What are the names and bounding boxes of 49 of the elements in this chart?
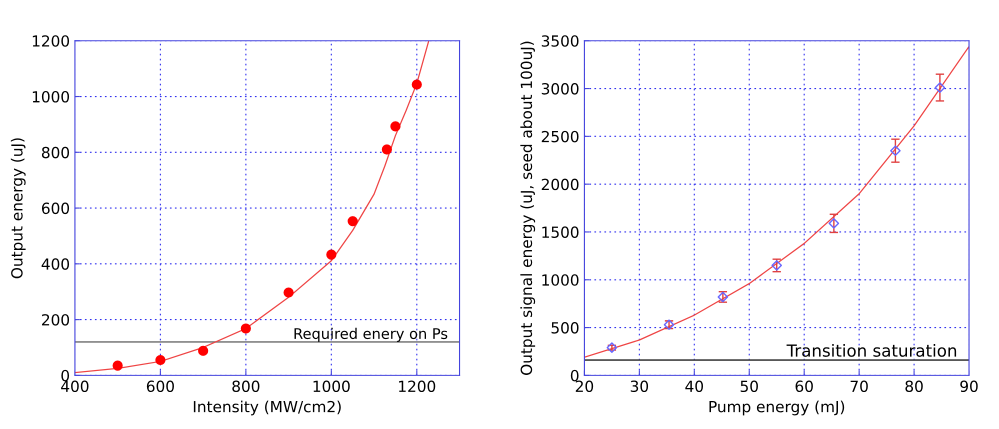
- point: [348, 216, 358, 226]
- y-tick-label: 200: [42, 314, 70, 326]
- y-tick-label: 1000: [32, 90, 70, 103]
- y-tick-label: 600: [42, 202, 70, 214]
- x-tick-label: 80: [905, 380, 923, 392]
- point: [890, 145, 901, 156]
- ref-line-label: Required enery on Ps: [294, 328, 448, 342]
- x-tick-label: 40: [685, 380, 704, 392]
- point: [412, 79, 422, 90]
- x-tick-label: 90: [960, 380, 978, 392]
- x-tick-label: 800: [232, 380, 260, 392]
- point: [326, 250, 336, 260]
- y-tick-label: 0: [61, 370, 70, 382]
- y-tick-label: 1000: [542, 274, 579, 286]
- point: [390, 121, 401, 132]
- y-tick-label: 3000: [542, 83, 579, 95]
- x-axis-title: Intensity (MW/cm2): [194, 400, 341, 416]
- line-series: [584, 46, 970, 358]
- y-tick-label: 2000: [542, 178, 579, 190]
- x-tick-label: 400: [61, 380, 88, 392]
- x-tick-label: 1000: [314, 380, 350, 392]
- y-tick-label: 0: [570, 370, 579, 382]
- ref-line-label: Transition saturation: [786, 344, 956, 357]
- x-tick-label: 1200: [399, 380, 436, 392]
- x-tick-label: 30: [630, 380, 648, 392]
- y-tick-label: 800: [42, 146, 70, 158]
- point: [112, 360, 123, 371]
- y-tick-label: 400: [42, 258, 70, 270]
- x-tick-label: 20: [576, 380, 594, 392]
- x-tick-label: 600: [146, 380, 174, 392]
- point: [198, 346, 208, 356]
- x-tick-label: 70: [850, 380, 868, 392]
- point: [606, 342, 618, 353]
- point: [828, 218, 840, 229]
- y-tick-label: 3500: [542, 35, 579, 47]
- point: [240, 323, 251, 334]
- y-tick-label: 2500: [542, 130, 579, 142]
- y-axis-title: Output energy (uJ): [10, 138, 26, 278]
- y-tick-label: 1200: [32, 35, 70, 47]
- x-axis-title: Pump energy (mJ): [709, 400, 844, 416]
- x-tick-label: 60: [796, 380, 813, 392]
- y-tick-label: 500: [552, 322, 579, 334]
- point: [382, 144, 392, 155]
- point: [284, 287, 294, 298]
- point: [934, 82, 946, 93]
- y-tick-label: 1500: [542, 226, 579, 238]
- x-tick-label: 50: [740, 380, 758, 392]
- y-axis-title: Output signal energy (uJ, seed about 100uJ): [520, 42, 536, 375]
- point: [155, 354, 166, 366]
